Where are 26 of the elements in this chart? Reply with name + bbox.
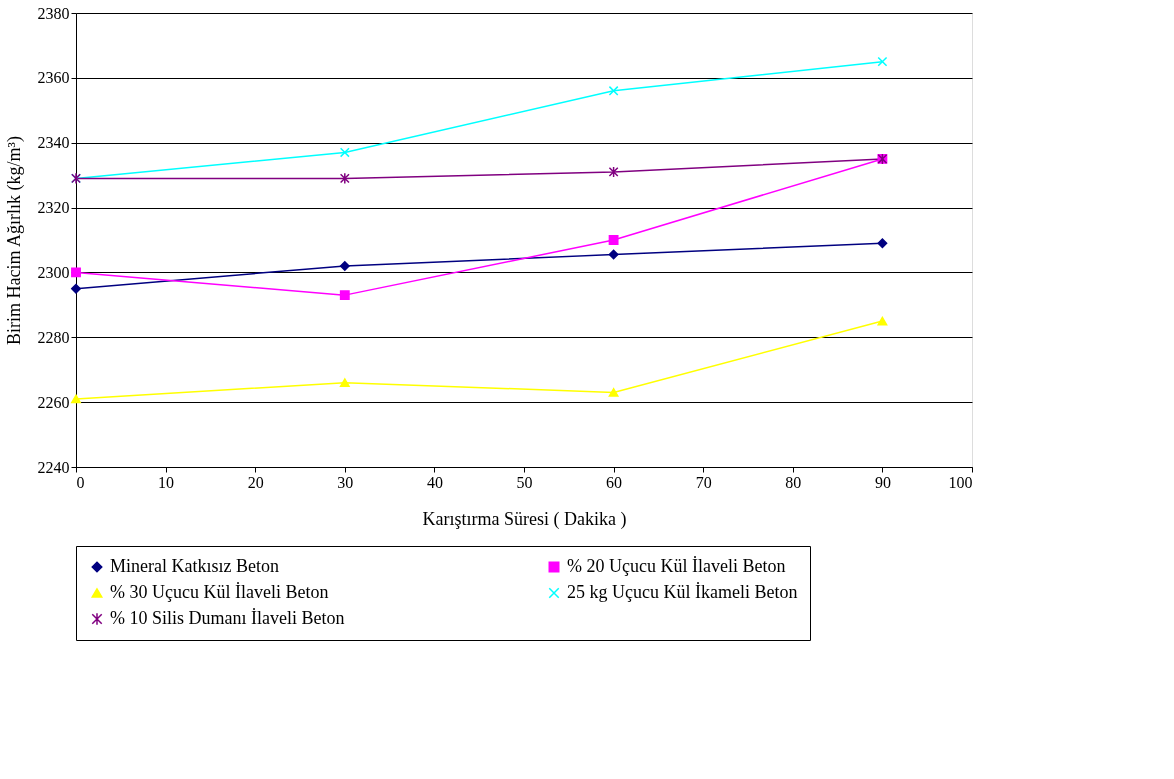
y-tick-label: 2360: [37, 69, 70, 87]
y-tick-label: 2280: [37, 328, 70, 346]
legend-label: % 20 Uçucu Kül İlaveli Beton: [567, 556, 786, 576]
y-tick-label: 2260: [37, 393, 70, 411]
x-tick-label: 0: [76, 473, 85, 491]
legend-label: % 30 Uçucu Kül İlaveli Beton: [110, 582, 329, 602]
y-tick-label: 2240: [37, 458, 70, 476]
y-tick-label: 2320: [37, 199, 70, 217]
y-tick-label: 2300: [37, 263, 70, 281]
x-tick-label: 40: [426, 473, 443, 491]
x-tick-label: 30: [337, 473, 354, 491]
x-tick-label: 100: [948, 473, 973, 491]
y-axis-title: Birim Hacim Ağırlık (kg/m³): [3, 136, 25, 345]
x-tick-label: 60: [606, 473, 623, 491]
x-tick-label: 10: [158, 473, 175, 491]
x-tick-label: 90: [874, 473, 891, 491]
x-axis-title: Karıştırma Süresi ( Dakika ): [422, 508, 627, 530]
y-tick-label: 2380: [37, 4, 70, 22]
x-tick-label: 50: [516, 473, 533, 491]
y-tick-label: 2340: [37, 134, 70, 152]
legend-label: 25 kg Uçucu Kül İkameli Beton: [567, 582, 798, 602]
x-tick-label: 70: [695, 473, 712, 491]
x-tick-label: 20: [247, 473, 264, 491]
legend-label: % 10 Silis Dumanı İlaveli Beton: [110, 608, 345, 628]
x-tick-label: 80: [785, 473, 802, 491]
legend-label: Mineral Katkısız Beton: [110, 556, 279, 576]
